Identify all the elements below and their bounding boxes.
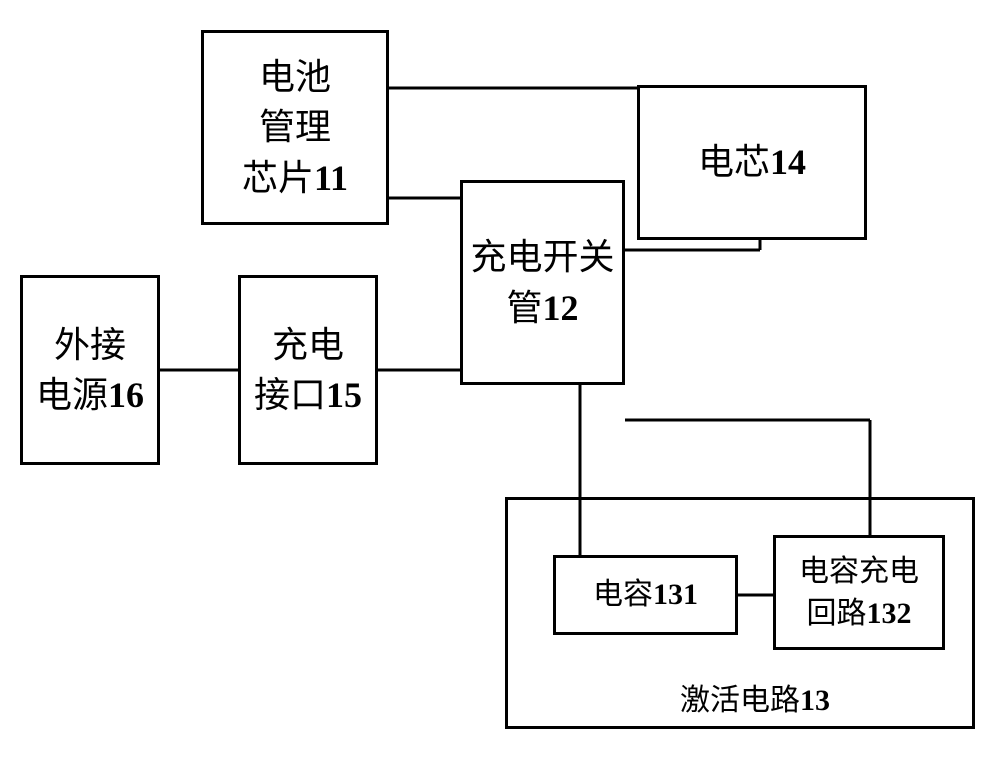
block-n132: 电容充电回路132 xyxy=(773,535,945,650)
block-label: 充电开关管12 xyxy=(470,232,614,333)
block-label: 电池管理芯片11 xyxy=(242,52,348,203)
container-label: 激活电路13 xyxy=(680,675,830,719)
block-diagram: 电池管理芯片11 电芯14 充电开关管12 外接电源16 充电接口15 电容131 电容充电… xyxy=(0,0,1000,765)
block-label: 电容充电回路132 xyxy=(799,551,919,635)
block-n14: 电芯14 xyxy=(637,85,867,240)
block-label: 电芯14 xyxy=(698,137,806,187)
block-n16: 外接电源16 xyxy=(20,275,160,465)
block-n131: 电容131 xyxy=(553,555,738,635)
block-n12: 充电开关管12 xyxy=(460,180,625,385)
block-label: 外接电源16 xyxy=(36,320,144,421)
block-n11: 电池管理芯片11 xyxy=(201,30,389,225)
block-label: 充电接口15 xyxy=(254,320,362,421)
block-label: 电容131 xyxy=(593,574,698,616)
block-n15: 充电接口15 xyxy=(238,275,378,465)
